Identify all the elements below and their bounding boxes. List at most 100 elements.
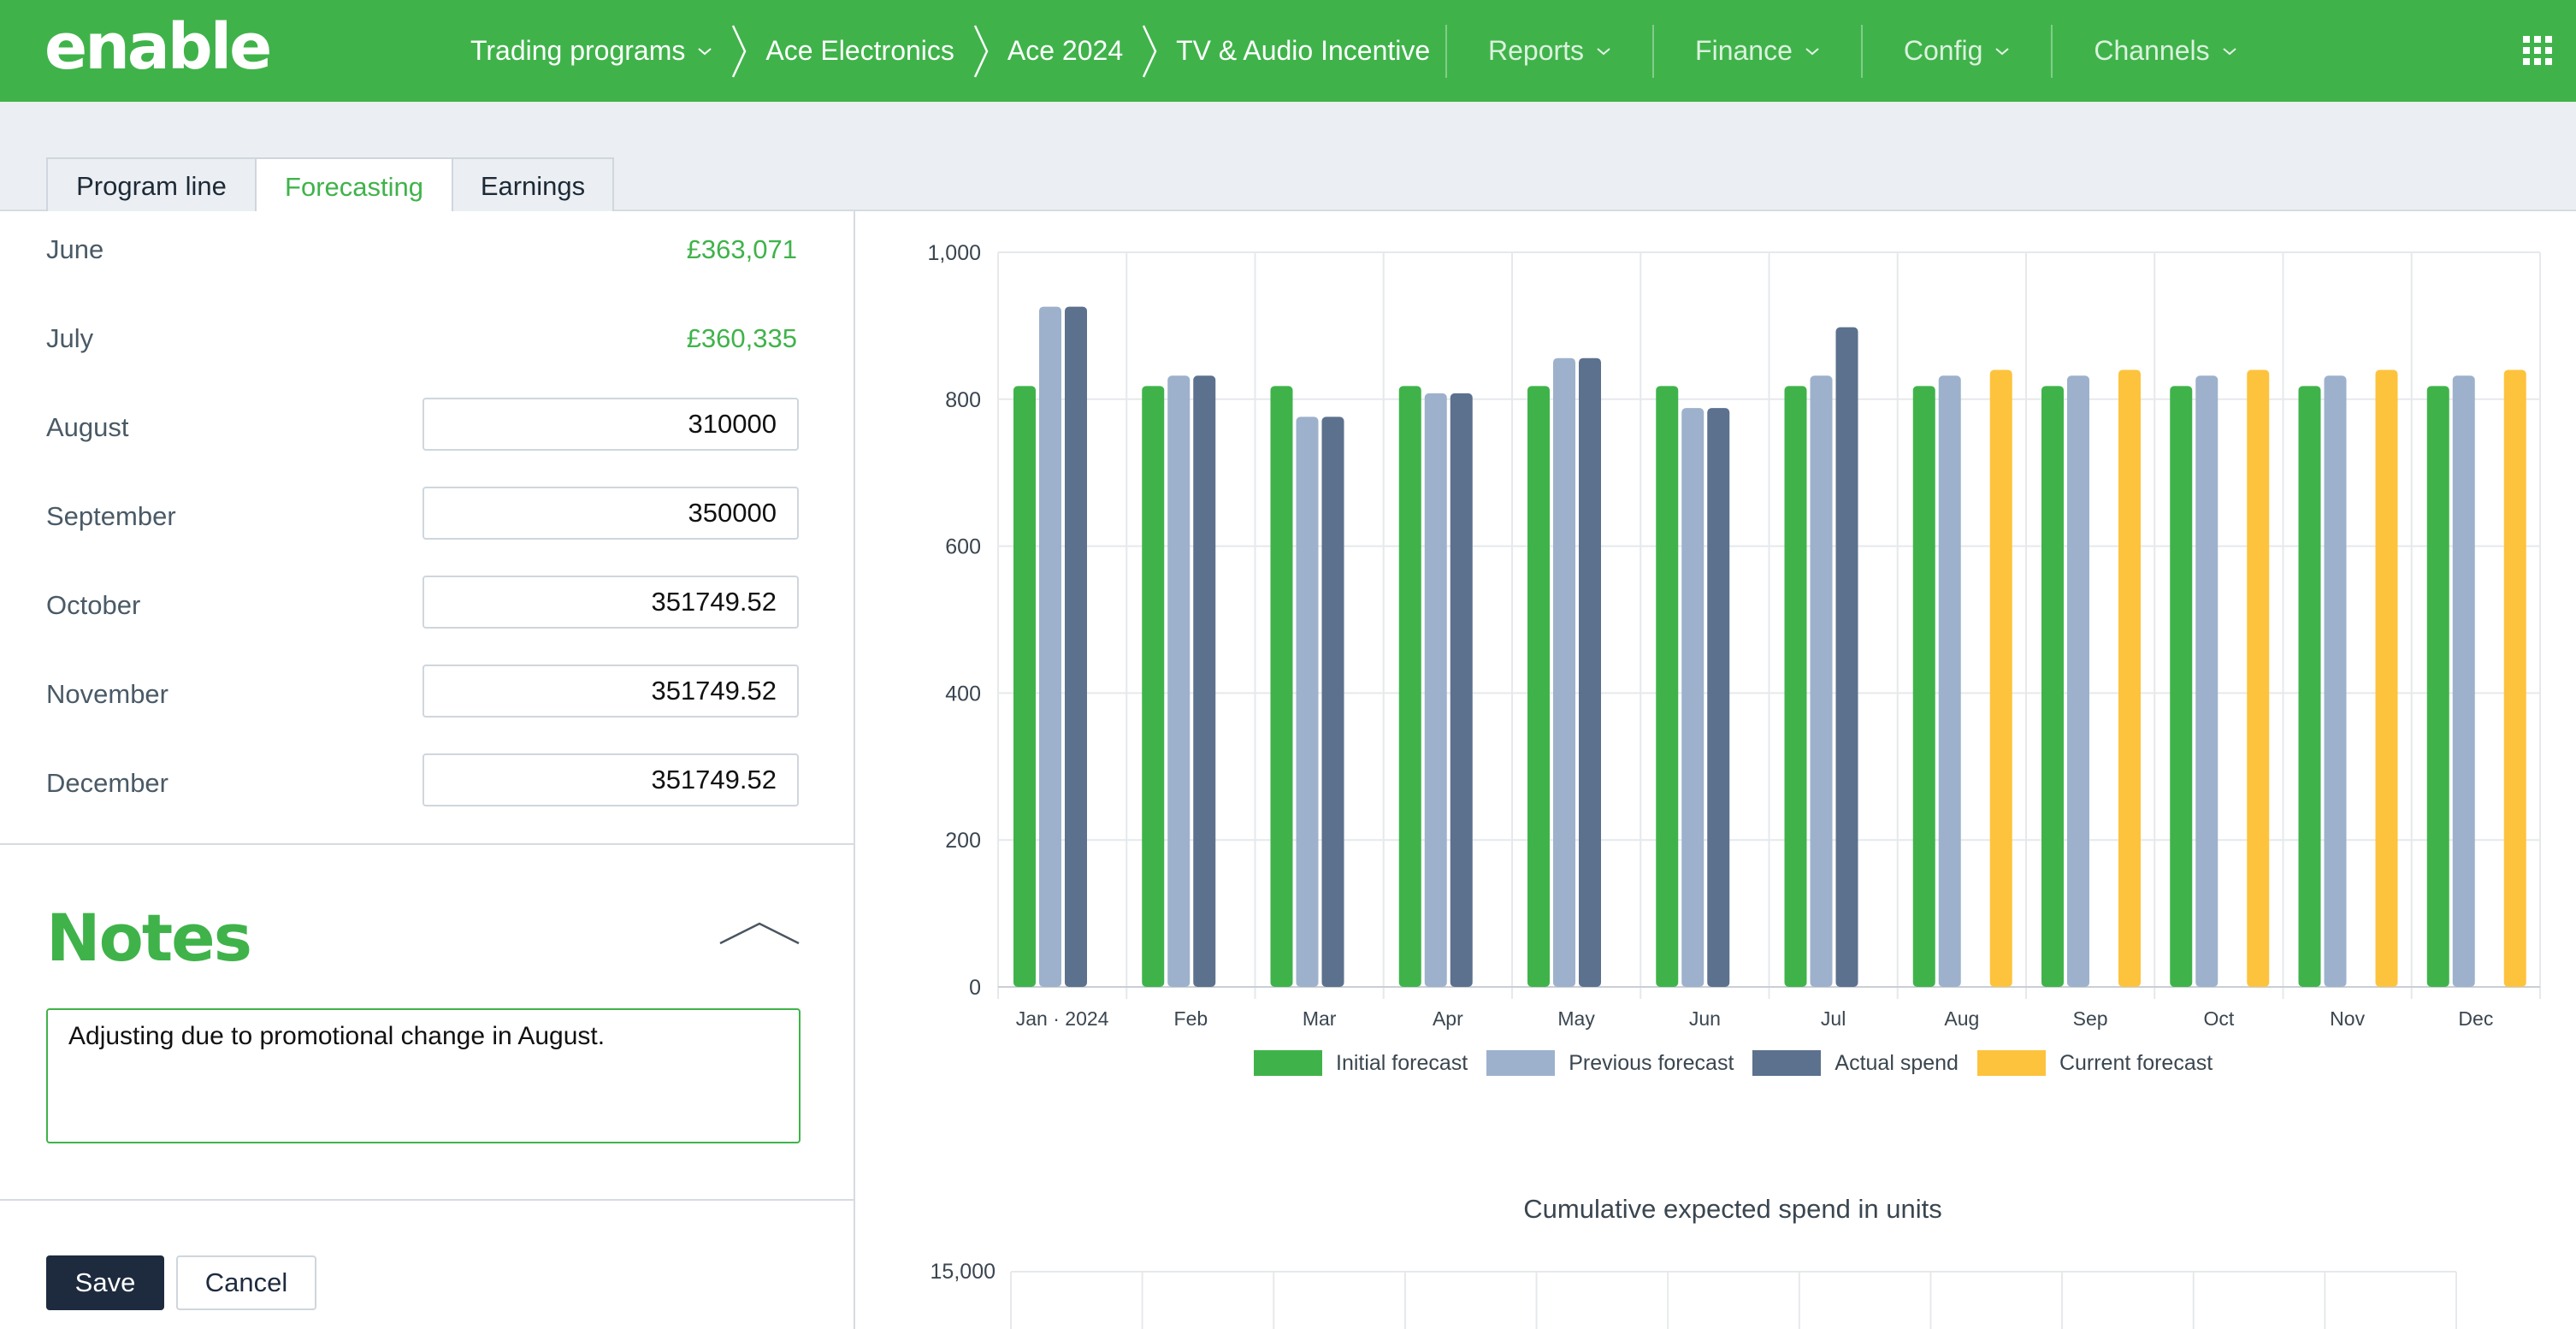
breadcrumb-separator-icon bbox=[1142, 24, 1157, 79]
menu-config[interactable]: Config bbox=[1863, 35, 2052, 67]
menu-reports[interactable]: Reports bbox=[1447, 35, 1652, 67]
bar-previous-forecast bbox=[1296, 416, 1319, 987]
chart-legend: Initial forecast Previous forecast Actua… bbox=[1254, 1048, 2231, 1078]
legend-label: Initial forecast bbox=[1336, 1050, 1468, 1075]
forecast-input-august[interactable] bbox=[422, 398, 799, 451]
legend-item-current-forecast[interactable]: Current forecast bbox=[1976, 1050, 2213, 1076]
bar-current-forecast bbox=[2503, 369, 2526, 987]
x-tick-label: Nov bbox=[2330, 1007, 2365, 1030]
bar-initial-forecast bbox=[2041, 386, 2064, 987]
bar-previous-forecast bbox=[1681, 408, 1705, 987]
breadcrumb-separator-icon bbox=[731, 24, 747, 79]
legend-label: Actual spend bbox=[1835, 1050, 1959, 1075]
breadcrumb-current-program[interactable]: TV & Audio Incentive bbox=[1176, 35, 1430, 67]
month-label-august: August bbox=[46, 412, 129, 442]
bar-previous-forecast bbox=[1938, 375, 1961, 987]
bar-actual-spend bbox=[1579, 357, 1601, 987]
top-navigation-bar: enable Trading programs Ace Electronics … bbox=[0, 0, 2576, 102]
cancel-button[interactable]: Cancel bbox=[176, 1255, 316, 1310]
save-button[interactable]: Save bbox=[46, 1255, 164, 1310]
legend-item-initial-forecast[interactable]: Initial forecast bbox=[1254, 1050, 1468, 1076]
month-label-june: June bbox=[46, 234, 104, 264]
bar-initial-forecast bbox=[1912, 386, 1935, 987]
legend-label: Current forecast bbox=[2059, 1050, 2213, 1075]
y-tick-label: 1,000 bbox=[927, 241, 981, 265]
menu-finance[interactable]: Finance bbox=[1654, 35, 1861, 67]
x-tick-label: May bbox=[1557, 1007, 1595, 1030]
tab-forecasting[interactable]: Forecasting bbox=[255, 157, 453, 215]
forecast-input-november[interactable] bbox=[422, 664, 799, 718]
menu-label: Channels bbox=[2094, 35, 2210, 66]
breadcrumb-label: Ace Electronics bbox=[765, 35, 954, 66]
menu-label: Config bbox=[1903, 35, 1983, 66]
bar-current-forecast bbox=[2118, 369, 2141, 987]
chevron-down-icon bbox=[1597, 47, 1610, 55]
main-menu: Reports Finance Config Channels bbox=[1445, 0, 2278, 102]
bar-initial-forecast bbox=[1270, 386, 1293, 987]
y-tick-label: 800 bbox=[945, 388, 981, 412]
bar-initial-forecast bbox=[1784, 386, 1807, 987]
breadcrumb-label: Ace 2024 bbox=[1007, 35, 1124, 66]
forecast-input-september[interactable] bbox=[422, 487, 799, 540]
month-label-september: September bbox=[46, 501, 176, 531]
bar-previous-forecast bbox=[2067, 375, 2089, 987]
menu-divider bbox=[1652, 24, 1655, 78]
bar-actual-spend bbox=[1065, 306, 1087, 987]
menu-label: Finance bbox=[1695, 35, 1793, 66]
tab-program-line[interactable]: Program line bbox=[46, 157, 257, 213]
breadcrumb-trading-programs[interactable]: Trading programs bbox=[470, 35, 712, 67]
menu-label: Reports bbox=[1488, 35, 1585, 66]
breadcrumb-label: TV & Audio Incentive bbox=[1176, 35, 1431, 66]
legend-item-actual-spend[interactable]: Actual spend bbox=[1752, 1050, 1959, 1076]
y-tick-label: 15,000 bbox=[931, 1260, 996, 1284]
bar-initial-forecast bbox=[2170, 386, 2193, 987]
x-tick-label: Jun bbox=[1689, 1007, 1721, 1030]
x-tick-label: Feb bbox=[1174, 1007, 1208, 1030]
enable-logo[interactable]: enable bbox=[44, 12, 301, 89]
tab-earnings[interactable]: Earnings bbox=[452, 157, 614, 213]
bar-previous-forecast bbox=[2452, 375, 2475, 987]
forecast-input-december[interactable] bbox=[422, 753, 799, 806]
legend-swatch bbox=[1752, 1050, 1822, 1076]
bar-actual-spend bbox=[1707, 408, 1730, 987]
month-label-july: July bbox=[46, 323, 94, 353]
cumulative-spend-chart: 15,000 bbox=[931, 1260, 2457, 1329]
legend-swatch bbox=[1254, 1050, 1322, 1076]
notes-textarea[interactable] bbox=[46, 1008, 801, 1143]
tab-label: Earnings bbox=[480, 170, 586, 201]
bar-previous-forecast bbox=[2195, 375, 2219, 987]
bar-initial-forecast bbox=[1013, 386, 1036, 987]
chevron-up-icon[interactable] bbox=[718, 921, 801, 945]
x-tick-label: Dec bbox=[2458, 1007, 2493, 1030]
x-tick-label: Jan · 2024 bbox=[1016, 1007, 1109, 1030]
forecast-panel: June £363,071 July £360,335 August Septe… bbox=[0, 211, 855, 1329]
bar-current-forecast bbox=[2375, 369, 2398, 987]
y-tick-label: 600 bbox=[945, 535, 981, 559]
x-tick-label: Oct bbox=[2203, 1007, 2234, 1030]
legend-label: Previous forecast bbox=[1569, 1050, 1734, 1075]
bar-actual-spend bbox=[1835, 327, 1858, 987]
legend-item-previous-forecast[interactable]: Previous forecast bbox=[1486, 1050, 1734, 1076]
month-value-june: £363,071 bbox=[686, 234, 797, 264]
notes-heading: Notes bbox=[46, 900, 252, 976]
chevron-down-icon bbox=[2222, 47, 2236, 55]
breadcrumb-separator-icon bbox=[973, 24, 989, 79]
apps-grid-icon[interactable] bbox=[2523, 36, 2552, 65]
menu-channels[interactable]: Channels bbox=[2053, 35, 2278, 67]
bar-previous-forecast bbox=[1553, 357, 1575, 987]
bar-initial-forecast bbox=[2298, 386, 2321, 987]
tab-label: Program line bbox=[76, 170, 227, 201]
breadcrumb: Trading programs Ace Electronics Ace 202… bbox=[470, 0, 1430, 102]
cumulative-chart-title: Cumulative expected spend in units bbox=[1523, 1194, 1942, 1224]
breadcrumb-ace-electronics[interactable]: Ace Electronics bbox=[765, 35, 954, 67]
breadcrumb-ace-2024[interactable]: Ace 2024 bbox=[1007, 35, 1123, 67]
month-label-december: December bbox=[46, 768, 168, 798]
tab-strip: Program line Forecasting Earnings bbox=[0, 102, 2576, 215]
month-value-july: £360,335 bbox=[686, 323, 797, 353]
bar-previous-forecast bbox=[2324, 375, 2347, 987]
section-divider bbox=[0, 1199, 855, 1201]
forecast-input-october[interactable] bbox=[422, 576, 799, 629]
bar-initial-forecast bbox=[2426, 386, 2449, 987]
legend-swatch bbox=[1976, 1050, 2046, 1076]
bar-current-forecast bbox=[1989, 369, 2012, 987]
